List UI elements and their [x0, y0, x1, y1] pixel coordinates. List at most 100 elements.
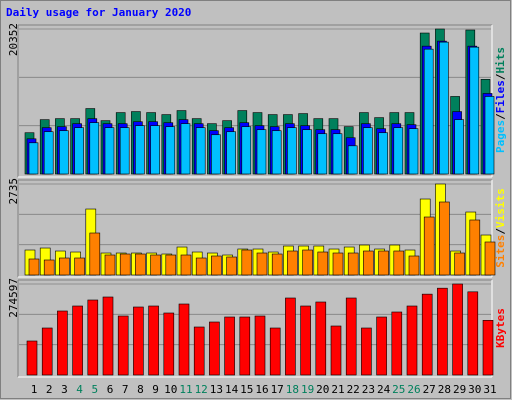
bar — [393, 127, 404, 175]
bar — [89, 122, 100, 175]
legend-separator: / — [494, 228, 507, 235]
bar — [287, 127, 297, 175]
bar — [43, 131, 54, 175]
x-tick-label: 8 — [137, 383, 144, 396]
x-tick-label: 20 — [316, 383, 329, 396]
bar — [193, 326, 205, 376]
legend-entry: KBytes — [494, 308, 507, 348]
bar — [28, 142, 39, 175]
bar — [408, 128, 419, 175]
bar — [406, 305, 418, 376]
x-tick-label: 12 — [195, 383, 208, 396]
x-tick-label: 9 — [152, 383, 159, 396]
x-tick-label: 25 — [392, 383, 405, 396]
bar — [454, 252, 465, 276]
bar — [317, 133, 328, 175]
x-tick-label: 3 — [61, 383, 68, 396]
x-tick-label: 6 — [107, 383, 114, 396]
y-max-label: 274597 — [7, 278, 20, 318]
x-tick-label: 4 — [76, 383, 83, 396]
bar — [347, 145, 358, 175]
bar — [347, 252, 359, 276]
bar — [72, 305, 83, 376]
bar — [330, 325, 342, 376]
bar — [224, 316, 235, 376]
bar — [423, 216, 435, 276]
x-tick-label: 29 — [453, 383, 466, 396]
bar — [378, 132, 388, 175]
x-tick-label: 22 — [347, 383, 360, 396]
x-tick-label: 17 — [271, 383, 284, 396]
bar — [332, 133, 343, 175]
x-tick-label: 28 — [438, 383, 451, 396]
bar — [163, 312, 175, 376]
bar — [119, 127, 130, 175]
bar — [226, 131, 236, 175]
bar — [302, 129, 312, 175]
bar — [437, 287, 448, 376]
bar — [211, 134, 221, 175]
bar — [271, 253, 283, 276]
x-tick-label: 18 — [286, 383, 299, 396]
bar — [315, 301, 327, 376]
bar — [119, 253, 131, 276]
x-tick-label: 7 — [122, 383, 129, 396]
bar — [439, 41, 449, 175]
bar — [439, 201, 450, 276]
bar — [287, 250, 298, 276]
bar — [469, 219, 481, 276]
bar — [43, 259, 55, 276]
x-tick-label: 5 — [91, 383, 98, 396]
bar — [104, 254, 116, 276]
bar — [74, 257, 85, 276]
bar — [482, 320, 494, 376]
bar — [104, 127, 115, 175]
bar — [421, 293, 433, 376]
bar — [209, 321, 220, 376]
bar — [467, 291, 479, 376]
x-tick-label: 27 — [423, 383, 436, 396]
bar — [423, 48, 434, 175]
x-tick-label: 10 — [164, 383, 177, 396]
bar — [195, 257, 207, 276]
title: Daily usage for January 2020 — [6, 6, 191, 19]
bar — [241, 126, 252, 175]
x-tick-label: 23 — [362, 383, 375, 396]
legend: Sites/Visits — [494, 188, 507, 268]
bar — [271, 130, 282, 175]
bar — [484, 96, 495, 175]
bar — [317, 251, 329, 276]
bar — [484, 241, 496, 276]
bar — [376, 316, 387, 376]
x-tick-label: 31 — [483, 383, 496, 396]
bar — [180, 123, 191, 175]
bar — [241, 249, 253, 276]
bar — [452, 283, 463, 376]
bar — [28, 258, 40, 276]
x-tick-label: 30 — [468, 383, 481, 396]
bar — [285, 297, 296, 376]
bar — [361, 327, 372, 376]
bar — [59, 130, 69, 175]
bar — [195, 127, 206, 175]
x-tick-label: 1 — [31, 383, 38, 396]
x-tick-label: 16 — [255, 383, 268, 396]
bar — [133, 306, 144, 376]
legend: Pages/Files/Hits — [494, 47, 507, 153]
legend-entry: Files — [494, 80, 507, 113]
bar — [391, 311, 403, 376]
legend-entry: Sites — [494, 235, 507, 268]
x-tick-label: 24 — [377, 383, 391, 396]
bar — [254, 315, 266, 376]
legend-entry: Hits — [494, 47, 507, 74]
bar — [239, 316, 251, 376]
bar — [178, 303, 190, 376]
bar — [345, 297, 357, 376]
bar — [226, 256, 237, 276]
bar — [102, 296, 114, 376]
legend-entry: Pages — [494, 120, 507, 153]
x-tick-label: 26 — [407, 383, 420, 396]
legend-separator: / — [494, 73, 507, 80]
x-tick-label: 15 — [240, 383, 253, 396]
